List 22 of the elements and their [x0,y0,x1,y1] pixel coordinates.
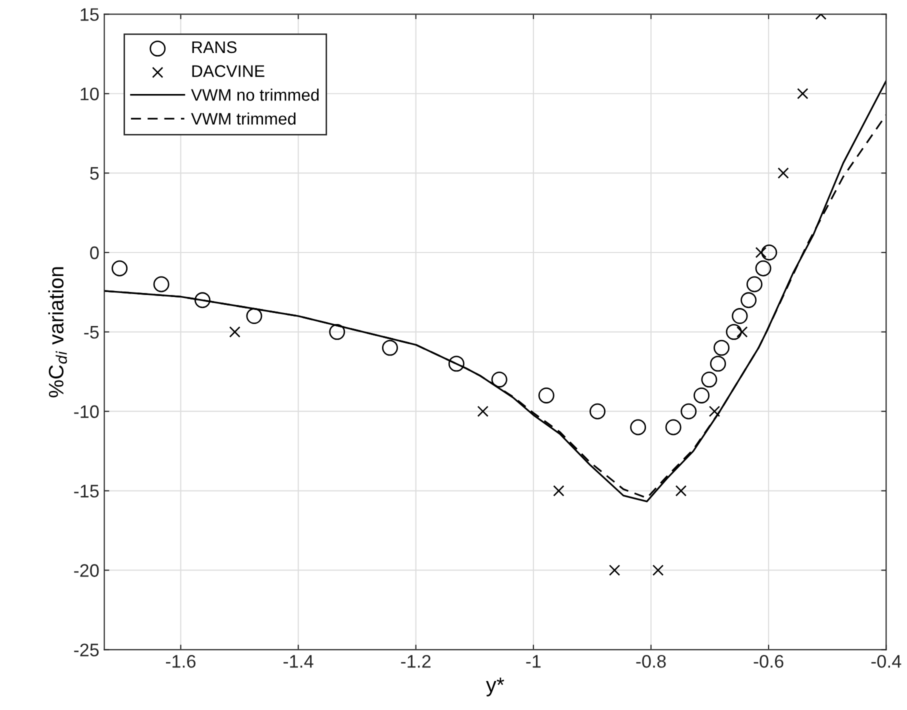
y-tick-label: 15 [80,8,99,21]
legend-label: VWM trimmed [191,112,296,125]
y-tick-label: -10 [74,405,99,418]
x-tick-label: -0.6 [754,654,784,668]
y-tick-label: 5 [90,167,99,180]
y-tick-label: 0 [90,246,99,260]
x-tick-label: -1.6 [166,654,196,668]
y-tick-label: -5 [84,326,99,339]
legend-label: VWM no trimmed [191,88,319,101]
y-tick-label: -20 [74,564,99,577]
x-axis-title: y* [486,678,504,696]
y-tick-label: -25 [74,644,99,656]
x-tick-label: -1 [526,655,541,668]
legend-label: DACVINE [192,65,264,77]
x-tick-label: -0.8 [636,654,666,668]
y-tick-label: -15 [74,484,99,498]
x-tick-label: -1.2 [401,654,431,668]
y-axis-title: %C$_{di}$ variation [48,267,67,398]
x-tick-label: -1.4 [284,655,314,668]
x-tick-label: -0.4 [871,654,902,668]
legend-label: RANS [192,41,237,54]
y-tick-label: 10 [80,88,99,100]
